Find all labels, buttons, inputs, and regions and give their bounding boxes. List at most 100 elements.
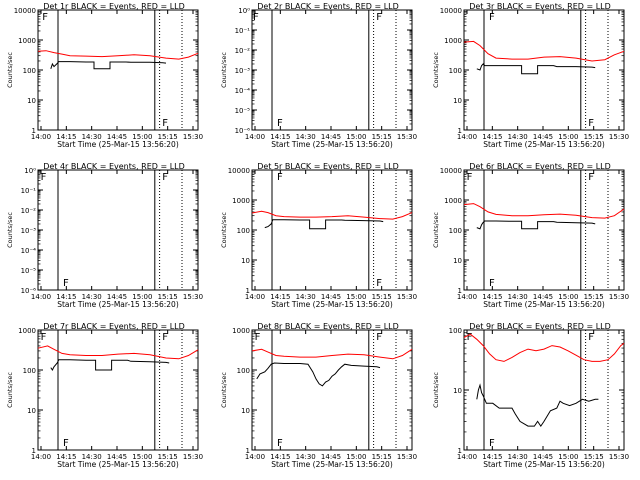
x-axis-label: Start Time (25-Mar-15 13:56:20) — [483, 140, 605, 149]
x-tick-label: 15:00 — [558, 453, 578, 461]
chart-title: Det 1r BLACK = Events, RED = LLD — [43, 2, 185, 11]
flag-marker: F — [63, 278, 69, 289]
x-tick-label: 15:30 — [609, 453, 629, 461]
x-tick-label: 15:15 — [584, 133, 604, 141]
chart-panel-4: Det 4r BLACK = Events, RED = LLD 10⁻⁶ 10⁻⁵… — [6, 162, 203, 309]
flag-marker: F — [588, 332, 594, 343]
y-tick-label: 1000 — [232, 197, 250, 205]
plot-frame — [37, 329, 199, 451]
y-tick-label: 10000 — [440, 7, 462, 15]
x-tick-label: 15:30 — [397, 453, 417, 461]
chart-panel-3: Det 3r BLACK = Events, RED = LLD 1 10 100 10… — [432, 2, 629, 149]
chart-title: Det 6r BLACK = Events, RED = LLD — [469, 162, 611, 171]
x-tick-label: 15:00 — [346, 293, 366, 301]
x-tick-label: 15:30 — [609, 133, 629, 141]
x-tick-label: 15:00 — [558, 293, 578, 301]
x-tick-label: 14:30 — [508, 133, 528, 141]
x-tick-label: 14:45 — [533, 293, 553, 301]
y-tick-label: 10 — [241, 407, 250, 415]
x-tick-label: 15:00 — [346, 133, 366, 141]
y-tick-label: 10 — [27, 407, 36, 415]
events-series-line — [256, 362, 381, 387]
x-tick-label: 15:30 — [397, 133, 417, 141]
x-tick-label: 14:30 — [82, 133, 102, 141]
x-tick-label: 15:30 — [609, 293, 629, 301]
plot-frame — [463, 9, 625, 131]
x-tick-label: 14:00 — [31, 453, 51, 461]
x-axis-label: Start Time (25-Mar-15 13:56:20) — [483, 460, 605, 469]
x-tick-label: 14:30 — [296, 133, 316, 141]
x-tick-label: 14:15 — [270, 133, 290, 141]
lld-series-line — [37, 345, 199, 360]
y-tick-label: 10⁰ — [24, 167, 36, 175]
x-axis-label: Start Time (25-Mar-15 13:56:20) — [271, 140, 393, 149]
y-tick-label: 1 — [458, 127, 462, 135]
x-tick-label: 15:00 — [132, 453, 152, 461]
y-tick-label: 10⁻³ — [235, 67, 251, 75]
x-tick-label: 14:45 — [321, 293, 341, 301]
chart-title: Det 4r BLACK = Events, RED = LLD — [43, 162, 185, 171]
y-tick-label: 10⁻⁵ — [21, 267, 37, 275]
y-tick-label: 10 — [453, 257, 462, 265]
flag-marker: F — [277, 118, 283, 129]
y-tick-label: 1000 — [18, 327, 36, 335]
x-tick-label: 14:00 — [457, 293, 477, 301]
flag-marker: F — [255, 332, 261, 343]
chart-title: Det 5r BLACK = Events, RED = LLD — [257, 162, 399, 171]
y-tick-label: 100 — [237, 367, 250, 375]
flag-marker: F — [489, 278, 495, 289]
x-tick-label: 15:30 — [183, 453, 203, 461]
events-series-line — [50, 359, 170, 371]
chart-title: Det 9r BLACK = Events, RED = LLD — [469, 322, 611, 331]
y-tick-label: 100 — [23, 367, 36, 375]
lld-series-line — [37, 50, 199, 60]
lld-series-line — [251, 348, 413, 360]
flag-marker: F — [162, 332, 168, 343]
events-series-line — [476, 383, 599, 427]
flag-marker: F — [467, 172, 473, 183]
x-tick-label: 14:15 — [56, 133, 76, 141]
x-tick-label: 14:30 — [296, 453, 316, 461]
y-tick-label: 10 — [27, 97, 36, 105]
x-axis-label: Start Time (25-Mar-15 13:56:20) — [57, 140, 179, 149]
x-tick-label: 15:15 — [372, 293, 392, 301]
y-tick-label: 1 — [246, 287, 250, 295]
flag-marker: F — [41, 332, 47, 343]
y-axis-label: Counts/sec — [432, 212, 440, 248]
x-tick-label: 14:30 — [296, 293, 316, 301]
y-tick-label: 10⁻³ — [21, 227, 37, 235]
x-axis-label: Start Time (25-Mar-15 13:56:20) — [57, 460, 179, 469]
y-tick-label: 1 — [458, 287, 462, 295]
y-tick-label: 1000 — [18, 37, 36, 45]
x-tick-label: 15:15 — [372, 133, 392, 141]
chart-panel-7: Det 7r BLACK = Events, RED = LLD 1 10 100 10… — [6, 322, 203, 469]
x-tick-label: 14:00 — [245, 293, 265, 301]
y-axis-label: Counts/sec — [220, 212, 228, 248]
y-tick-label: 10⁻¹ — [21, 187, 37, 195]
x-tick-label: 15:00 — [132, 293, 152, 301]
flag-marker: F — [277, 172, 283, 183]
chart-title: Det 3r BLACK = Events, RED = LLD — [469, 2, 611, 11]
x-tick-label: 14:15 — [56, 453, 76, 461]
x-tick-label: 14:45 — [321, 453, 341, 461]
x-tick-label: 15:15 — [584, 293, 604, 301]
y-tick-label: 100 — [449, 227, 462, 235]
lld-series-line — [463, 203, 625, 219]
y-tick-label: 10⁻⁴ — [21, 247, 37, 255]
x-tick-label: 15:15 — [158, 453, 178, 461]
chart-title: Det 8r BLACK = Events, RED = LLD — [257, 322, 399, 331]
x-tick-label: 14:00 — [245, 453, 265, 461]
events-series-line — [50, 61, 167, 70]
x-tick-label: 15:00 — [558, 133, 578, 141]
x-tick-label: 15:30 — [183, 133, 203, 141]
flag-marker: F — [376, 278, 382, 289]
y-tick-label: 10⁻² — [235, 47, 251, 55]
lld-series-line — [463, 40, 625, 62]
chart-panel-5: Det 5r BLACK = Events, RED = LLD 1 10 100 10… — [220, 162, 417, 309]
y-tick-label: 10 — [453, 387, 462, 395]
x-tick-label: 14:45 — [107, 293, 127, 301]
y-tick-label: 10⁻¹ — [235, 27, 251, 35]
x-tick-label: 14:45 — [107, 453, 127, 461]
x-tick-label: 14:15 — [482, 453, 502, 461]
